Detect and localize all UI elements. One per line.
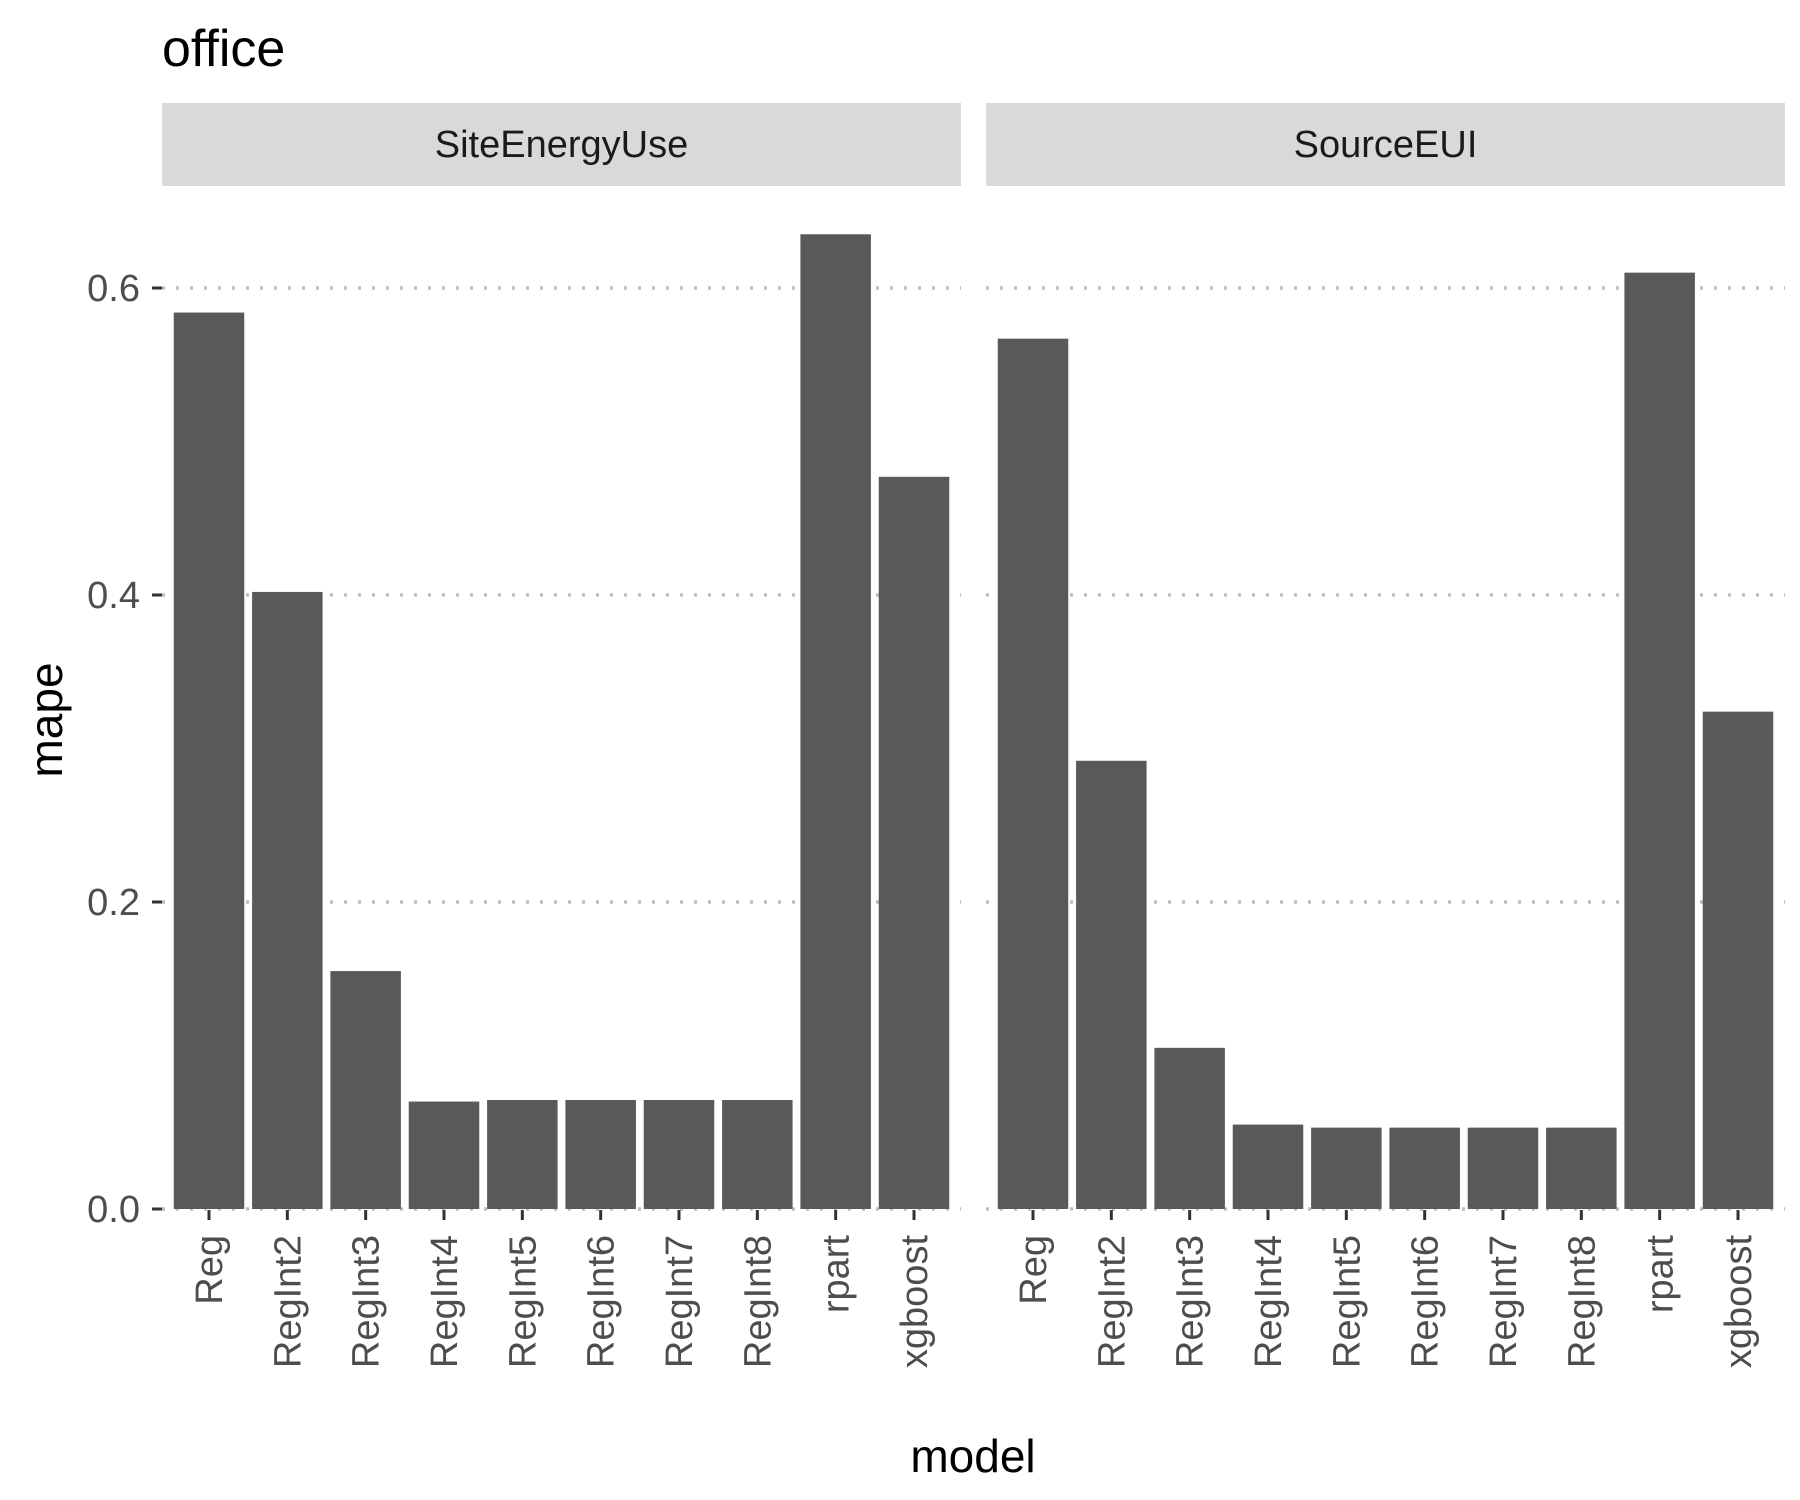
bar	[1546, 1127, 1617, 1209]
x-tick-label: RegInt5	[1326, 1235, 1368, 1368]
x-tick-label: Reg	[1013, 1235, 1055, 1305]
x-tick-label: RegInt3	[1170, 1235, 1212, 1368]
facet-panel: SiteEnergyUse Reg RegInt2 RegInt3 RegInt4 Reg…	[162, 103, 961, 1368]
bar	[800, 234, 871, 1209]
bar	[722, 1100, 793, 1209]
bar	[1232, 1124, 1304, 1209]
bar	[330, 971, 401, 1209]
x-tick-label: Reg	[189, 1235, 231, 1305]
y-tick-label: 0.2	[87, 882, 140, 924]
facet-strip	[162, 103, 961, 186]
bar	[487, 1100, 558, 1209]
bar	[408, 1101, 480, 1209]
x-tick-label: rpart	[816, 1235, 858, 1314]
x-tick-label: RegInt3	[346, 1235, 388, 1368]
facet-panels: SiteEnergyUse Reg RegInt2 RegInt3 RegInt4 Reg…	[162, 103, 1785, 1368]
bar	[1154, 1047, 1225, 1209]
chart-title: office	[162, 20, 285, 78]
x-tick-label: RegInt8	[1561, 1235, 1603, 1368]
bar	[565, 1100, 636, 1209]
bar	[1311, 1127, 1382, 1209]
facet-strip-label: SiteEnergyUse	[435, 124, 688, 166]
bar	[1624, 272, 1695, 1209]
x-tick-label: RegInt8	[737, 1235, 779, 1368]
facet-panel: SourceEUI Reg RegInt2 RegInt3 RegInt4 RegInt5…	[986, 103, 1785, 1368]
y-tick-label: 0.6	[87, 268, 140, 310]
x-tick-label: xgboost	[894, 1235, 936, 1369]
bar	[252, 591, 323, 1209]
y-axis: 0.0 0.2 0.4 0.6	[87, 268, 162, 1231]
x-tick-label: RegInt5	[502, 1235, 544, 1368]
x-axis-label: model	[910, 1430, 1035, 1482]
x-tick-label: RegInt2	[267, 1235, 309, 1368]
x-tick-label: RegInt2	[1091, 1235, 1133, 1368]
bar	[1076, 760, 1147, 1209]
bar	[173, 312, 245, 1209]
y-tick-label: 0.0	[87, 1189, 140, 1231]
y-axis-label: mape	[20, 662, 72, 777]
x-tick-label: RegInt6	[581, 1235, 623, 1368]
x-tick-label: RegInt7	[659, 1235, 701, 1368]
facet-strip-label: SourceEUI	[1294, 124, 1478, 166]
x-tick-label: RegInt4	[424, 1235, 466, 1368]
bar	[1389, 1127, 1460, 1209]
x-tick-label: xgboost	[1718, 1235, 1760, 1369]
x-tick-label: RegInt4	[1248, 1235, 1290, 1368]
y-tick-label: 0.4	[87, 575, 140, 617]
bar	[878, 476, 950, 1209]
x-tick-label: rpart	[1640, 1235, 1682, 1314]
x-tick-label: RegInt7	[1483, 1235, 1525, 1368]
facet-strip	[986, 103, 1785, 186]
bar	[997, 338, 1069, 1209]
bar	[1702, 711, 1774, 1209]
bar	[643, 1100, 715, 1209]
x-tick-label: RegInt6	[1405, 1235, 1447, 1368]
bar	[1467, 1127, 1539, 1209]
